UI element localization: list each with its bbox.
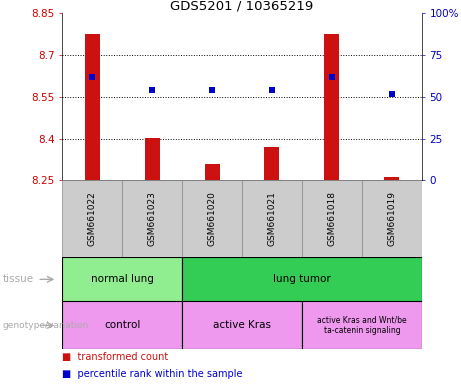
Bar — [265, 147, 279, 180]
Bar — [85, 34, 100, 180]
Text: active Kras and Wnt/be
ta-catenin signaling: active Kras and Wnt/be ta-catenin signal… — [317, 316, 407, 335]
Text: ■  transformed count: ■ transformed count — [62, 352, 168, 362]
Bar — [362, 180, 422, 257]
Bar — [242, 180, 302, 257]
Bar — [182, 301, 302, 349]
Text: genotype/variation: genotype/variation — [2, 321, 89, 330]
Bar — [62, 257, 182, 301]
Bar — [182, 257, 422, 301]
Text: GSM661021: GSM661021 — [267, 192, 277, 246]
Text: normal lung: normal lung — [91, 274, 154, 285]
Title: GDS5201 / 10365219: GDS5201 / 10365219 — [171, 0, 313, 12]
Text: lung tumor: lung tumor — [273, 274, 331, 285]
Bar — [145, 138, 160, 180]
Text: ■  percentile rank within the sample: ■ percentile rank within the sample — [62, 369, 243, 379]
Text: control: control — [104, 320, 140, 331]
Bar — [325, 34, 339, 180]
Text: active Kras: active Kras — [213, 320, 271, 331]
Bar — [62, 180, 122, 257]
Bar — [302, 301, 422, 349]
Bar — [62, 301, 182, 349]
Bar — [205, 164, 219, 180]
Text: GSM661023: GSM661023 — [148, 192, 157, 246]
Text: GSM661018: GSM661018 — [327, 191, 337, 247]
Text: GSM661019: GSM661019 — [387, 191, 396, 247]
Text: GSM661020: GSM661020 — [207, 192, 217, 246]
Bar — [182, 180, 242, 257]
Bar — [302, 180, 362, 257]
Bar — [384, 177, 399, 180]
Text: GSM661022: GSM661022 — [88, 192, 97, 246]
Text: tissue: tissue — [2, 274, 34, 285]
Bar — [122, 180, 182, 257]
